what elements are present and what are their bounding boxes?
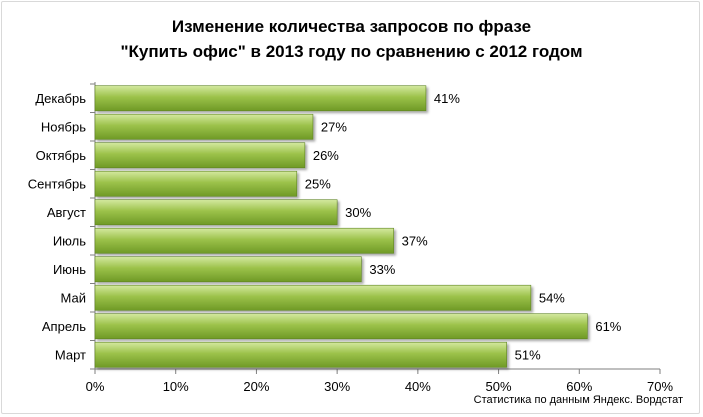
y-tick-label: Апрель bbox=[42, 319, 86, 334]
x-tick-label: 0% bbox=[86, 379, 105, 394]
bar bbox=[94, 199, 338, 226]
chart-title-line-1: Изменение количества запросов по фразе bbox=[171, 17, 532, 36]
bar bbox=[94, 227, 394, 254]
y-tick-label: Март bbox=[55, 347, 86, 362]
x-tick-label: 60% bbox=[566, 379, 592, 394]
x-tick-label: 50% bbox=[486, 379, 512, 394]
bar bbox=[94, 142, 306, 169]
bar bbox=[94, 113, 314, 140]
bar bbox=[94, 170, 298, 197]
bar bbox=[94, 313, 588, 340]
y-tick-label: Июнь bbox=[53, 262, 86, 277]
data-label: 61% bbox=[595, 319, 621, 334]
bar bbox=[94, 341, 507, 368]
data-label: 54% bbox=[539, 290, 565, 305]
data-label: 30% bbox=[345, 205, 371, 220]
data-label: 41% bbox=[434, 91, 460, 106]
bar bbox=[94, 85, 427, 112]
y-tick-label: Октябрь bbox=[36, 148, 87, 163]
y-tick-label: Ноябрь bbox=[41, 119, 86, 134]
source-note: Статистика по данным Яндекс. Вордстат bbox=[473, 394, 683, 406]
data-label: 27% bbox=[321, 119, 347, 134]
chart-title-line-2: "Купить офис" в 2013 году по сравнению с… bbox=[120, 42, 583, 61]
y-tick-label: Сентябрь bbox=[28, 176, 86, 191]
data-label: 51% bbox=[515, 347, 541, 362]
bars bbox=[94, 85, 588, 368]
bar bbox=[94, 284, 532, 311]
x-tick-label: 70% bbox=[647, 379, 673, 394]
y-tick-label: Декабрь bbox=[35, 91, 86, 106]
x-tick-label: 30% bbox=[324, 379, 350, 394]
x-tick-label: 40% bbox=[405, 379, 431, 394]
x-tick-label: 20% bbox=[243, 379, 269, 394]
labels: 0% 10% 20% 30% 40% 50% 60% 70% Декабрь 41% Ноябрь 2… bbox=[28, 91, 674, 394]
data-label: 25% bbox=[305, 176, 331, 191]
data-label: 33% bbox=[369, 262, 395, 277]
data-label: 26% bbox=[313, 148, 339, 163]
x-tick-label: 10% bbox=[163, 379, 189, 394]
chart-title: Изменение количества запросов по фразе "… bbox=[0, 14, 703, 64]
bar bbox=[94, 256, 362, 283]
data-label: 37% bbox=[402, 233, 428, 248]
y-tick-label: Май bbox=[61, 290, 86, 305]
y-tick-label: Июль bbox=[53, 233, 86, 248]
y-tick-label: Август bbox=[47, 205, 86, 220]
